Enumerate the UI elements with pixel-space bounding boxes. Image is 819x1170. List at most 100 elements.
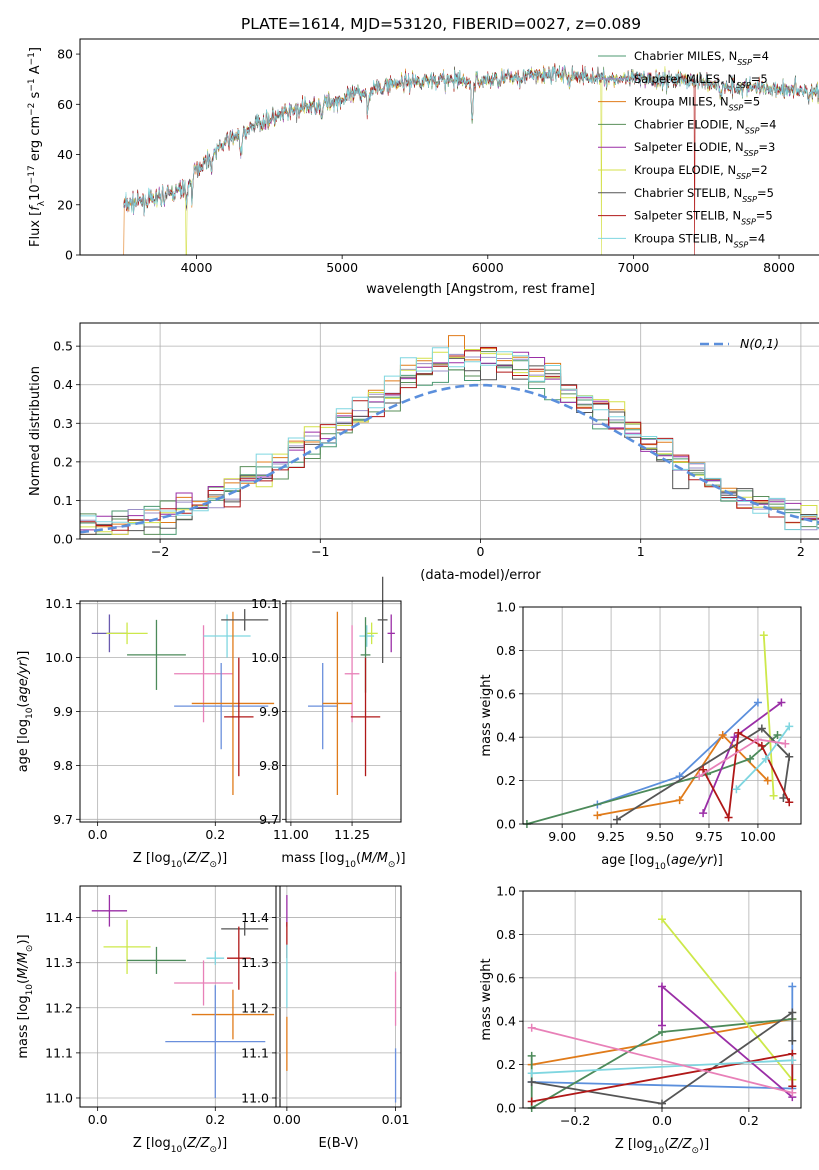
legend-entry: Salpeter MILES, NSSP=5 bbox=[634, 72, 768, 90]
series-marker bbox=[753, 698, 762, 707]
series-line bbox=[531, 1059, 793, 1075]
x-axis-label: Z [log10(Z/Z⊙)] bbox=[133, 1136, 227, 1155]
histogram-legend: N(0,1) bbox=[700, 336, 779, 351]
series-marker bbox=[746, 754, 755, 763]
series-marker bbox=[593, 811, 602, 820]
mass-weight-series bbox=[732, 722, 794, 794]
series-marker bbox=[699, 809, 708, 818]
mass_weight_vs_Z-plot-area bbox=[527, 915, 797, 1112]
series-marker bbox=[777, 698, 786, 707]
mass_weight_vs_age-axes: 9.00 9.25 9.50 9.75 10.00 0.0 0.2 0.4 0.6 0.8 1.0 a… bbox=[479, 600, 802, 872]
age_vs_mass-panel: 11.00 11.25 9.7 9.8 9.9 10.0 10.1 mass [log10(M… bbox=[251, 576, 406, 870]
mass_vs_EBV-grid bbox=[276, 886, 401, 1107]
errorbar-point bbox=[103, 919, 151, 974]
normal-reference-curve bbox=[79, 383, 819, 534]
legend-entry: Chabrier STELIB, NSSP=5 bbox=[634, 186, 774, 204]
errorbar-point bbox=[221, 922, 269, 936]
residual_histogram-axes: −2 −1 0 1 2 0.0 0.1 0.2 0.3 0.4 0.5 (data-model)/er… bbox=[28, 322, 819, 583]
x-axis-label: (data-model)/error bbox=[420, 568, 541, 583]
legend-entry: N(0,1) bbox=[740, 336, 779, 351]
histogram-steps bbox=[79, 347, 819, 539]
errorbar-point bbox=[322, 611, 353, 796]
mass_vs_EBV-axes: 0.00 0.01 11.0 11.1 11.2 11.3 11.4 E(B-V) bbox=[241, 885, 410, 1151]
errorbar-point bbox=[224, 657, 254, 777]
legend-entry: Chabrier MILES, NSSP=4 bbox=[634, 49, 769, 67]
mass_vs_EBV-panel: 0.00 0.01 11.0 11.1 11.2 11.3 11.4 E(B-V) bbox=[241, 885, 410, 1151]
y-tick-label: 0.0 bbox=[496, 1101, 516, 1116]
mass_vs_EBV-plot-area bbox=[286, 895, 397, 1103]
x-tick-label: 0.2 bbox=[205, 827, 225, 842]
errorbar-point bbox=[127, 619, 186, 690]
mass-weight-series bbox=[759, 631, 778, 800]
x-tick-label: 9.75 bbox=[695, 829, 723, 844]
x-axis-label: wavelength [Angstrom, rest frame] bbox=[366, 282, 595, 297]
errorbar-point bbox=[350, 657, 381, 777]
residual_histogram-plot-area bbox=[79, 335, 819, 539]
x-tick-label: 1 bbox=[637, 544, 645, 559]
series-marker bbox=[699, 765, 708, 774]
series-marker bbox=[788, 1056, 797, 1065]
y-tick-label: 0 bbox=[65, 248, 73, 263]
x-tick-label: 5000 bbox=[326, 260, 358, 275]
mass-weight-series bbox=[527, 1056, 797, 1078]
spectrum-line bbox=[123, 65, 819, 216]
x-tick-label: 9.00 bbox=[548, 829, 576, 844]
x-tick-label: 0 bbox=[477, 544, 485, 559]
series-marker bbox=[527, 1077, 536, 1086]
errorbar-point bbox=[359, 625, 375, 647]
series-marker bbox=[527, 1051, 536, 1060]
x-tick-label: 0.2 bbox=[205, 1112, 225, 1127]
series-marker bbox=[763, 776, 772, 785]
x-tick-label: 0.01 bbox=[382, 1112, 410, 1127]
x-axis-label: E(B-V) bbox=[318, 1136, 358, 1151]
y-tick-label: 0.4 bbox=[496, 730, 516, 745]
x-tick-label: 7000 bbox=[618, 260, 650, 275]
y-tick-label: 9.8 bbox=[53, 758, 73, 773]
x-tick-label: 8000 bbox=[763, 260, 795, 275]
figure-title: PLATE=1614, MJD=53120, FIBERID=0027, z=0… bbox=[241, 15, 641, 33]
spectrum-frame bbox=[79, 38, 819, 256]
errorbar-point bbox=[377, 576, 388, 663]
y-tick-label: 0.1 bbox=[53, 493, 73, 508]
age_vs_Z-plot-area bbox=[91, 609, 275, 796]
y-tick-label: 0.0 bbox=[53, 532, 73, 547]
spectrum-legend: Chabrier MILES, NSSP=4 Salpeter MILES, NS… bbox=[598, 49, 776, 249]
errorbar-point bbox=[91, 895, 128, 927]
series-marker bbox=[732, 785, 741, 794]
y-tick-label: 9.8 bbox=[259, 758, 279, 773]
errorbar-point bbox=[106, 622, 148, 645]
series-line bbox=[661, 918, 793, 1081]
series-marker bbox=[658, 1099, 666, 1108]
age_vs_Z-grid bbox=[80, 601, 280, 822]
x-axis-label: Z [log10(Z/Z⊙)] bbox=[615, 1137, 709, 1156]
x-tick-label: 9.25 bbox=[597, 829, 625, 844]
errorbar-point bbox=[344, 625, 360, 723]
mass_vs_Z-plot-area bbox=[91, 895, 275, 1098]
x-tick-label: 4000 bbox=[181, 260, 213, 275]
y-tick-label: 10.1 bbox=[45, 596, 73, 611]
y-tick-label: 9.7 bbox=[259, 812, 279, 827]
y-tick-label: 20 bbox=[57, 197, 73, 212]
series-line bbox=[661, 984, 793, 1098]
y-tick-label: 0.8 bbox=[496, 927, 516, 942]
y-tick-label: 1.0 bbox=[496, 600, 516, 615]
series-marker bbox=[785, 798, 794, 807]
series-marker bbox=[788, 1008, 797, 1017]
x-tick-label: −1 bbox=[311, 544, 329, 559]
mass_vs_Z-axes: 0.0 0.2 11.0 11.1 11.2 11.3 11.4 Z [log10(Z/Z⊙)… bbox=[16, 885, 281, 1155]
errorbar-point bbox=[387, 614, 395, 653]
series-marker bbox=[658, 982, 666, 991]
series-marker bbox=[759, 631, 768, 640]
y-tick-label: 11.2 bbox=[241, 1000, 269, 1015]
mass-weight-series bbox=[527, 1023, 797, 1097]
legend-entry: Kroupa ELODIE, NSSP=2 bbox=[634, 163, 768, 181]
spectrum-panel: 4000 5000 6000 7000 8000 0 20 40 60 80 wavelength … bbox=[27, 38, 819, 297]
series-marker bbox=[785, 752, 794, 761]
histogram-steps bbox=[79, 349, 819, 539]
mass-weight-series bbox=[527, 1008, 797, 1108]
mass_weight_vs_Z-panel: −0.2 0.0 0.2 0.0 0.2 0.4 0.6 0.8 1.0 Z [log10(Z/Z… bbox=[479, 884, 802, 1156]
series-marker bbox=[695, 772, 704, 781]
x-tick-label: 11.25 bbox=[334, 827, 370, 842]
errorbar-point bbox=[227, 926, 251, 990]
residual_histogram-frame bbox=[79, 322, 819, 540]
